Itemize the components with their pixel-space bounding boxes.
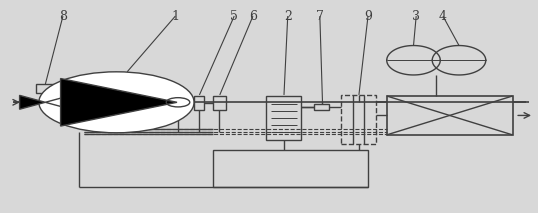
Text: 1: 1 (171, 10, 179, 23)
Bar (341, 95, 376, 144)
Text: 6: 6 (249, 10, 257, 23)
Circle shape (39, 72, 194, 133)
Polygon shape (19, 95, 45, 109)
Text: 5: 5 (230, 10, 238, 23)
Text: 7: 7 (316, 10, 324, 23)
Text: 2: 2 (284, 10, 292, 23)
Text: 9: 9 (364, 10, 372, 23)
Bar (213, 150, 368, 187)
Text: 3: 3 (412, 10, 420, 23)
Bar (387, 96, 513, 135)
Bar (266, 96, 301, 140)
Bar (213, 96, 226, 110)
Polygon shape (45, 95, 71, 109)
Text: 8: 8 (59, 10, 67, 23)
Bar (36, 84, 58, 93)
Bar (315, 104, 329, 110)
Bar (194, 96, 204, 110)
Text: 4: 4 (439, 10, 447, 23)
Polygon shape (61, 79, 177, 126)
